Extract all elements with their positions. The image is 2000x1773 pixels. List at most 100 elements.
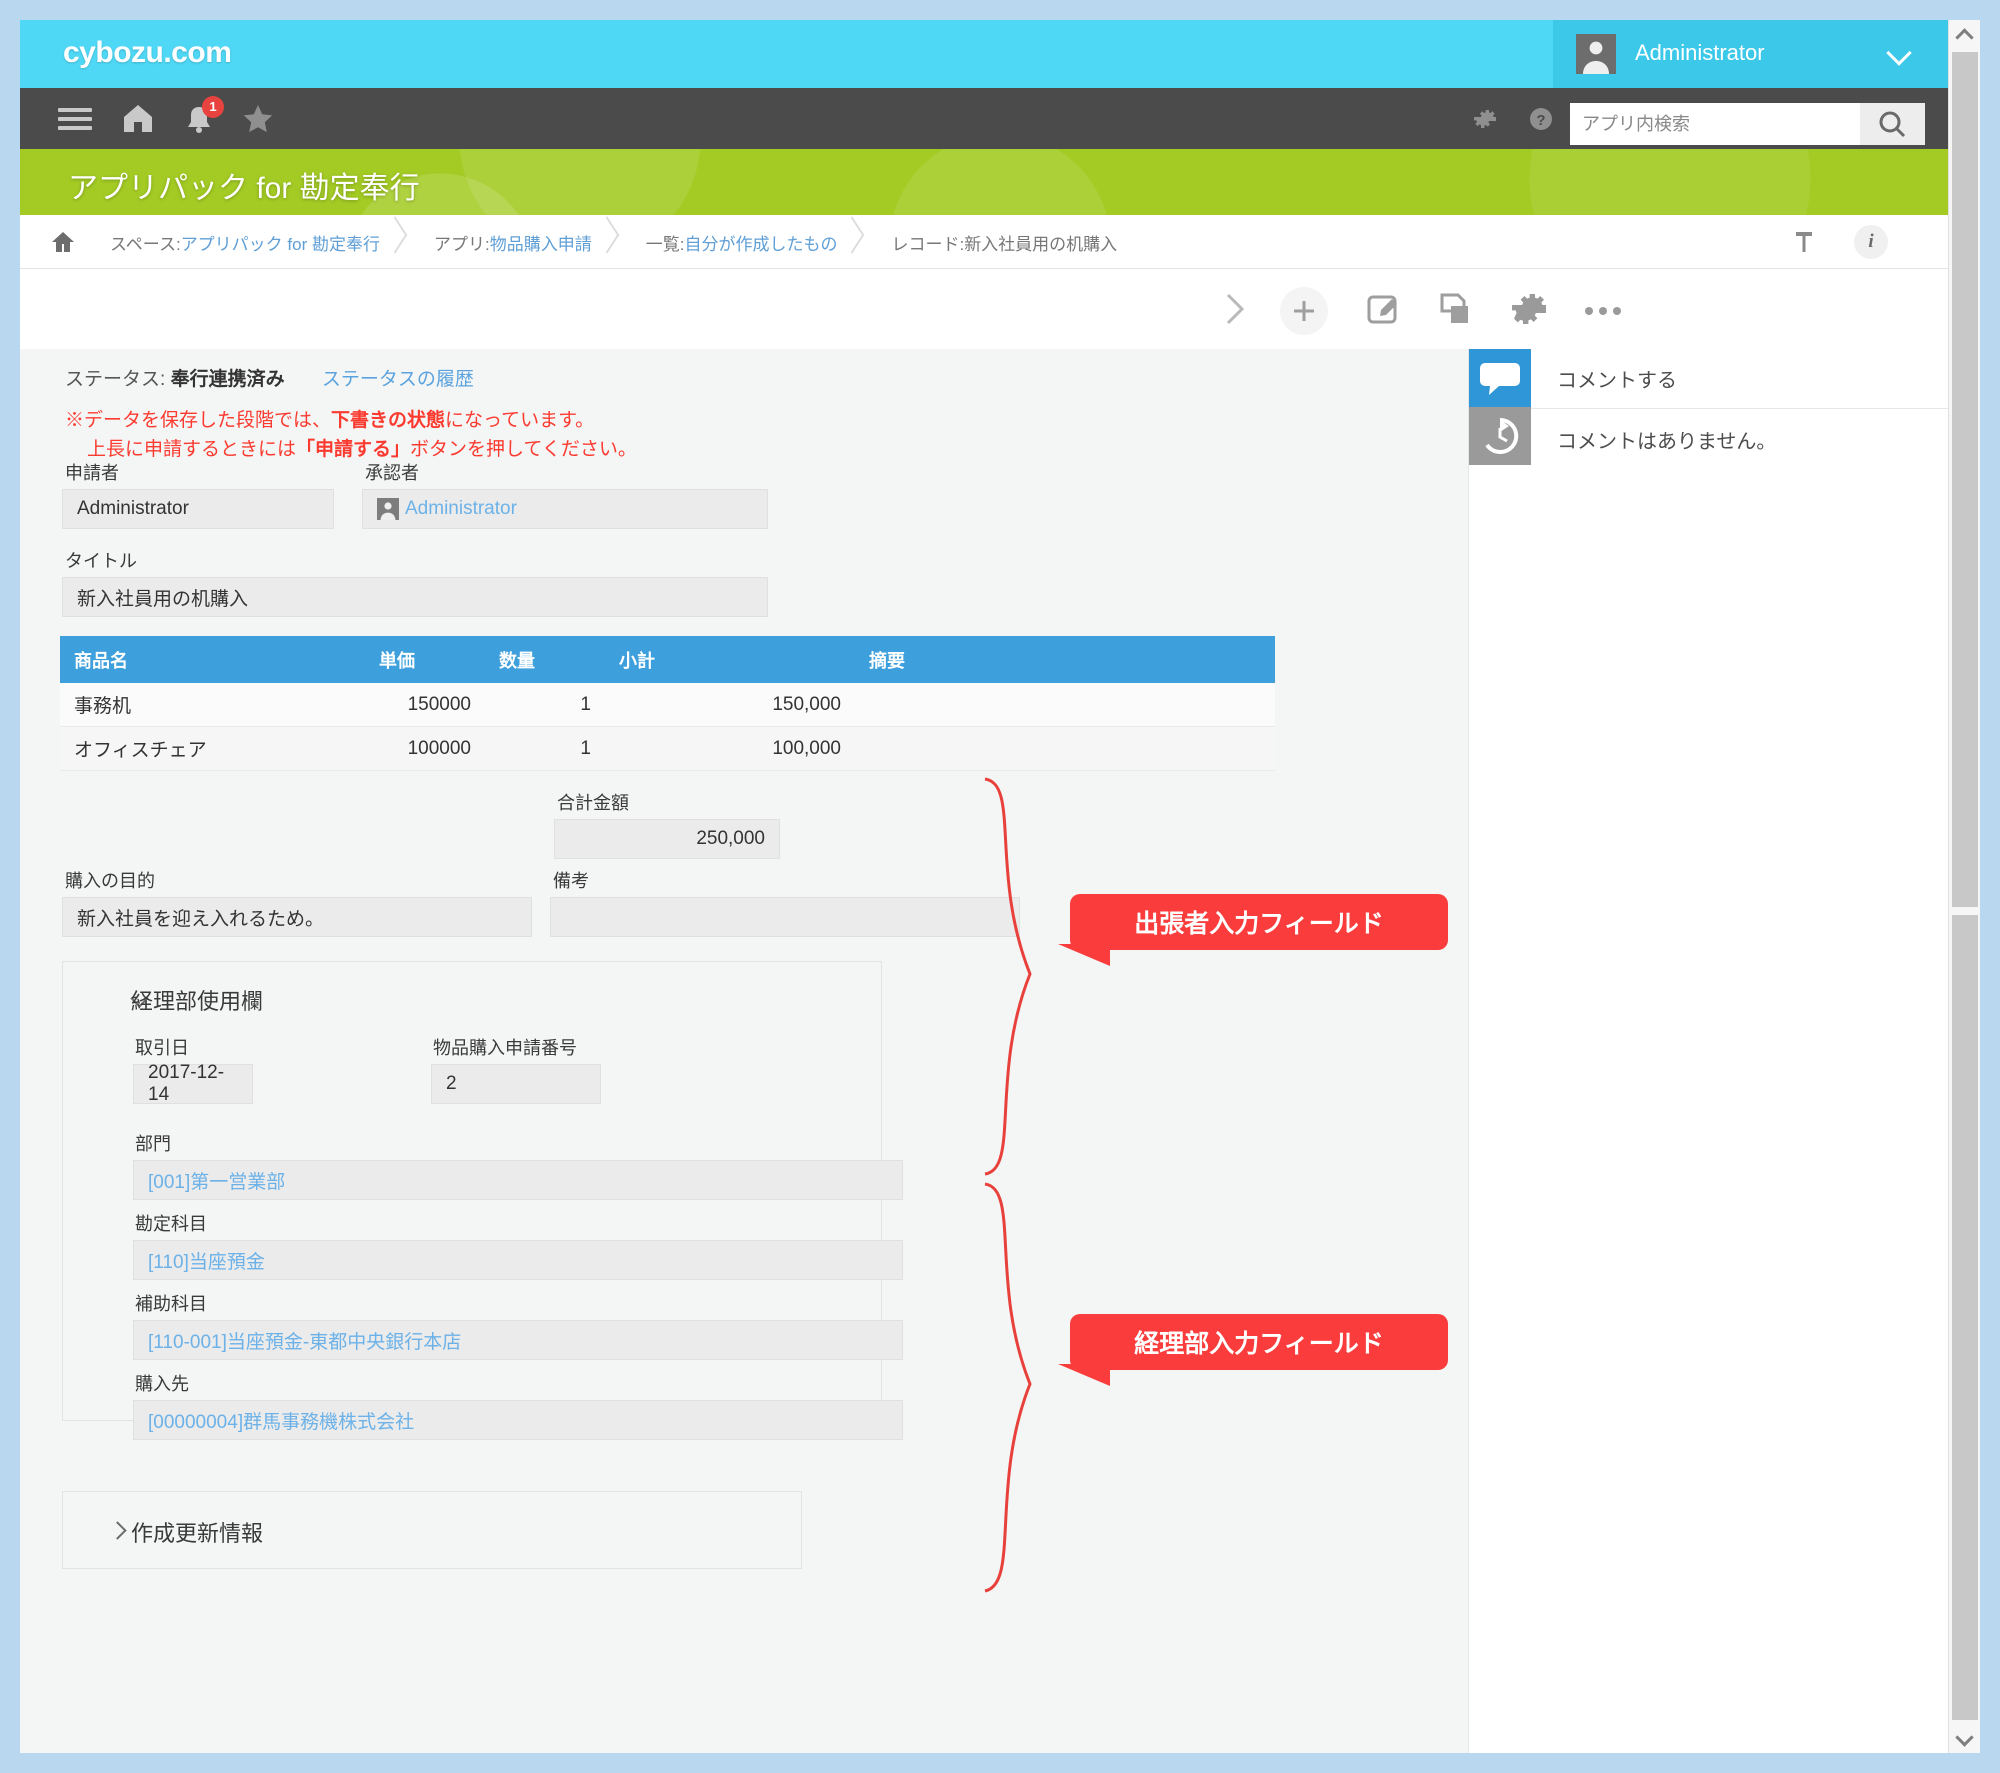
app-search	[1570, 103, 1925, 145]
add-record-button[interactable]	[1280, 287, 1328, 335]
cell-item-note	[855, 683, 1275, 727]
cybozu-logo[interactable]: cybozu.com	[63, 36, 232, 69]
space-title: アプリパック for 勘定奉行	[68, 172, 420, 205]
breadcrumb-prefix: アプリ:	[433, 234, 490, 254]
hamburger-menu-icon[interactable]	[58, 88, 92, 149]
search-button[interactable]	[1860, 103, 1925, 145]
department-label: 部門	[135, 1134, 171, 1154]
vendor-label: 購入先	[135, 1374, 189, 1394]
gear-icon[interactable]	[1472, 106, 1498, 132]
record-form-pane: ステータス: 奉行連携済み ステータスの履歴 ※データを保存した段階では、下書き…	[20, 349, 1468, 1753]
history-section-title: 作成更新情報	[131, 1521, 264, 1546]
trade-date-label: 取引日	[135, 1038, 189, 1058]
breadcrumb-item-view[interactable]: 一覧: 自分が作成したもの	[622, 215, 868, 269]
home-icon[interactable]	[50, 229, 76, 255]
total-field-value: 250,000	[554, 819, 780, 859]
question-help-icon[interactable]: ?	[1528, 106, 1554, 132]
cell-item-name: オフィスチェア	[60, 726, 365, 771]
duplicate-document-icon[interactable]	[1434, 287, 1478, 336]
pin-icon[interactable]	[1793, 230, 1815, 254]
star-icon[interactable]	[240, 88, 276, 149]
edit-record-button[interactable]	[1362, 287, 1406, 336]
total-field-label: 合計金額	[557, 793, 629, 813]
scroll-down-button[interactable]	[1949, 1723, 1980, 1753]
more-options-ellipsis-icon[interactable]	[1580, 287, 1626, 336]
purpose-field-value: 新入社員を迎え入れるため。	[62, 897, 532, 937]
breadcrumb-label: アプリパック for 勘定奉行	[180, 234, 380, 254]
department-value[interactable]: [001]第一営業部	[133, 1160, 903, 1200]
comment-compose-link[interactable]: コメントする	[1531, 349, 1948, 409]
approver-field-label: 承認者	[365, 463, 419, 483]
status-badge: 奉行連携済み	[170, 369, 285, 390]
items-table: 商品名 単価 数量 小計 摘要 事務机 150000 1 150,000	[60, 636, 1275, 771]
approver-field-value: Administrator	[362, 489, 768, 529]
search-input[interactable]	[1570, 103, 1860, 145]
bell-notification-icon[interactable]: 1	[182, 88, 224, 149]
space-banner: アプリパック for 勘定奉行	[20, 149, 1948, 215]
breadcrumb-label: 自分が作成したもの	[684, 234, 838, 254]
breadcrumb: スペース: アプリパック for 勘定奉行 アプリ: 物品購入申請 一覧: 自分…	[86, 215, 1147, 269]
callout-label: 経理部入力フィールド	[1134, 1330, 1384, 1358]
callout-label: 出張者入力フィールド	[1134, 910, 1384, 938]
history-section[interactable]: 作成更新情報	[62, 1491, 802, 1569]
record-settings-gear-icon[interactable]	[1508, 287, 1550, 334]
record-detail-area: ステータス: 奉行連携済み ステータスの履歴 ※データを保存した段階では、下書き…	[20, 349, 1948, 1753]
breadcrumb-item-space[interactable]: スペース: アプリパック for 勘定奉行	[86, 215, 410, 269]
cell-item-subtotal: 150,000	[605, 683, 855, 727]
user-menu[interactable]: Administrator	[1553, 20, 1948, 88]
breadcrumb-item-app[interactable]: アプリ: 物品購入申請	[410, 215, 622, 269]
notification-badge: 1	[202, 96, 224, 118]
account-value[interactable]: [110]当座預金	[133, 1240, 903, 1280]
table-row: 事務机 150000 1 150,000	[60, 683, 1275, 727]
breadcrumb-prefix: 一覧:	[645, 234, 685, 254]
scroll-up-button[interactable]	[1949, 20, 1980, 50]
remark-field-label: 備考	[553, 871, 589, 891]
status-label: ステータス:	[65, 369, 166, 390]
cell-item-subtotal: 100,000	[605, 726, 855, 771]
vendor-value[interactable]: [00000004]群馬事務機株式会社	[133, 1400, 903, 1440]
cell-item-price: 100000	[365, 726, 485, 771]
draft-warning-text: ※データを保存した段階では、下書きの状態になっています。 上長に申請するときには…	[65, 406, 637, 464]
accounting-group-title: 経理部使用欄	[131, 989, 264, 1014]
user-avatar-icon	[1576, 34, 1616, 74]
home-icon[interactable]	[120, 88, 156, 149]
cell-item-note	[855, 726, 1275, 771]
breadcrumb-bar: スペース: アプリパック for 勘定奉行 アプリ: 物品購入申請 一覧: 自分…	[20, 215, 1948, 269]
user-avatar-icon	[377, 498, 399, 520]
cell-item-price: 150000	[365, 683, 485, 727]
accounting-group: 経理部使用欄 取引日 2017-12-14 物品購入申請番号 2 部門 [001…	[62, 961, 903, 1440]
status-row: ステータス: 奉行連携済み ステータスの履歴	[65, 364, 474, 391]
callout-tail	[1058, 1364, 1110, 1386]
chevron-down-icon[interactable]	[1886, 40, 1912, 66]
column-header-price: 単価	[365, 636, 485, 683]
scrollbar-thumb[interactable]	[1952, 52, 1978, 907]
tab-comments[interactable]	[1469, 349, 1531, 407]
warning-line2-a: 上長に申請するときには	[87, 439, 297, 460]
title-field-value: 新入社員用の机購入	[62, 577, 768, 617]
breadcrumb-item-record: レコード: 新入社員用の机購入	[867, 215, 1147, 269]
status-history-link[interactable]: ステータスの履歴	[321, 369, 474, 390]
account-label: 勘定科目	[135, 1214, 207, 1234]
warning-line2-b: 「申請する」	[296, 439, 411, 460]
column-header-note: 摘要	[855, 636, 1275, 683]
purpose-field-label: 購入の目的	[65, 871, 155, 891]
column-header-quantity: 数量	[485, 636, 605, 683]
scrollbar-thumb-lower[interactable]	[1952, 915, 1978, 1720]
warning-line1-c: になっています。	[445, 410, 595, 431]
sub-account-label: 補助科目	[135, 1294, 207, 1314]
next-record-button[interactable]	[1222, 287, 1248, 336]
cell-item-name: 事務机	[60, 683, 365, 727]
remark-field-value	[550, 897, 1020, 937]
approver-name[interactable]: Administrator	[405, 498, 517, 519]
sub-account-value[interactable]: [110-001]当座預金-東都中央銀行本店	[133, 1320, 903, 1360]
svg-text:?: ?	[1536, 112, 1545, 129]
breadcrumb-prefix: スペース:	[110, 234, 181, 254]
cell-item-qty: 1	[485, 683, 605, 727]
warning-line2-c: ボタンを押してください。	[410, 439, 637, 460]
info-icon[interactable]: i	[1854, 225, 1888, 259]
vertical-scrollbar[interactable]	[1948, 20, 1980, 1753]
warning-line1-b: 下書きの状態	[331, 410, 446, 431]
record-action-toolbar	[20, 269, 1948, 349]
chevron-right-icon[interactable]	[108, 1521, 127, 1540]
tab-history[interactable]	[1469, 407, 1531, 465]
